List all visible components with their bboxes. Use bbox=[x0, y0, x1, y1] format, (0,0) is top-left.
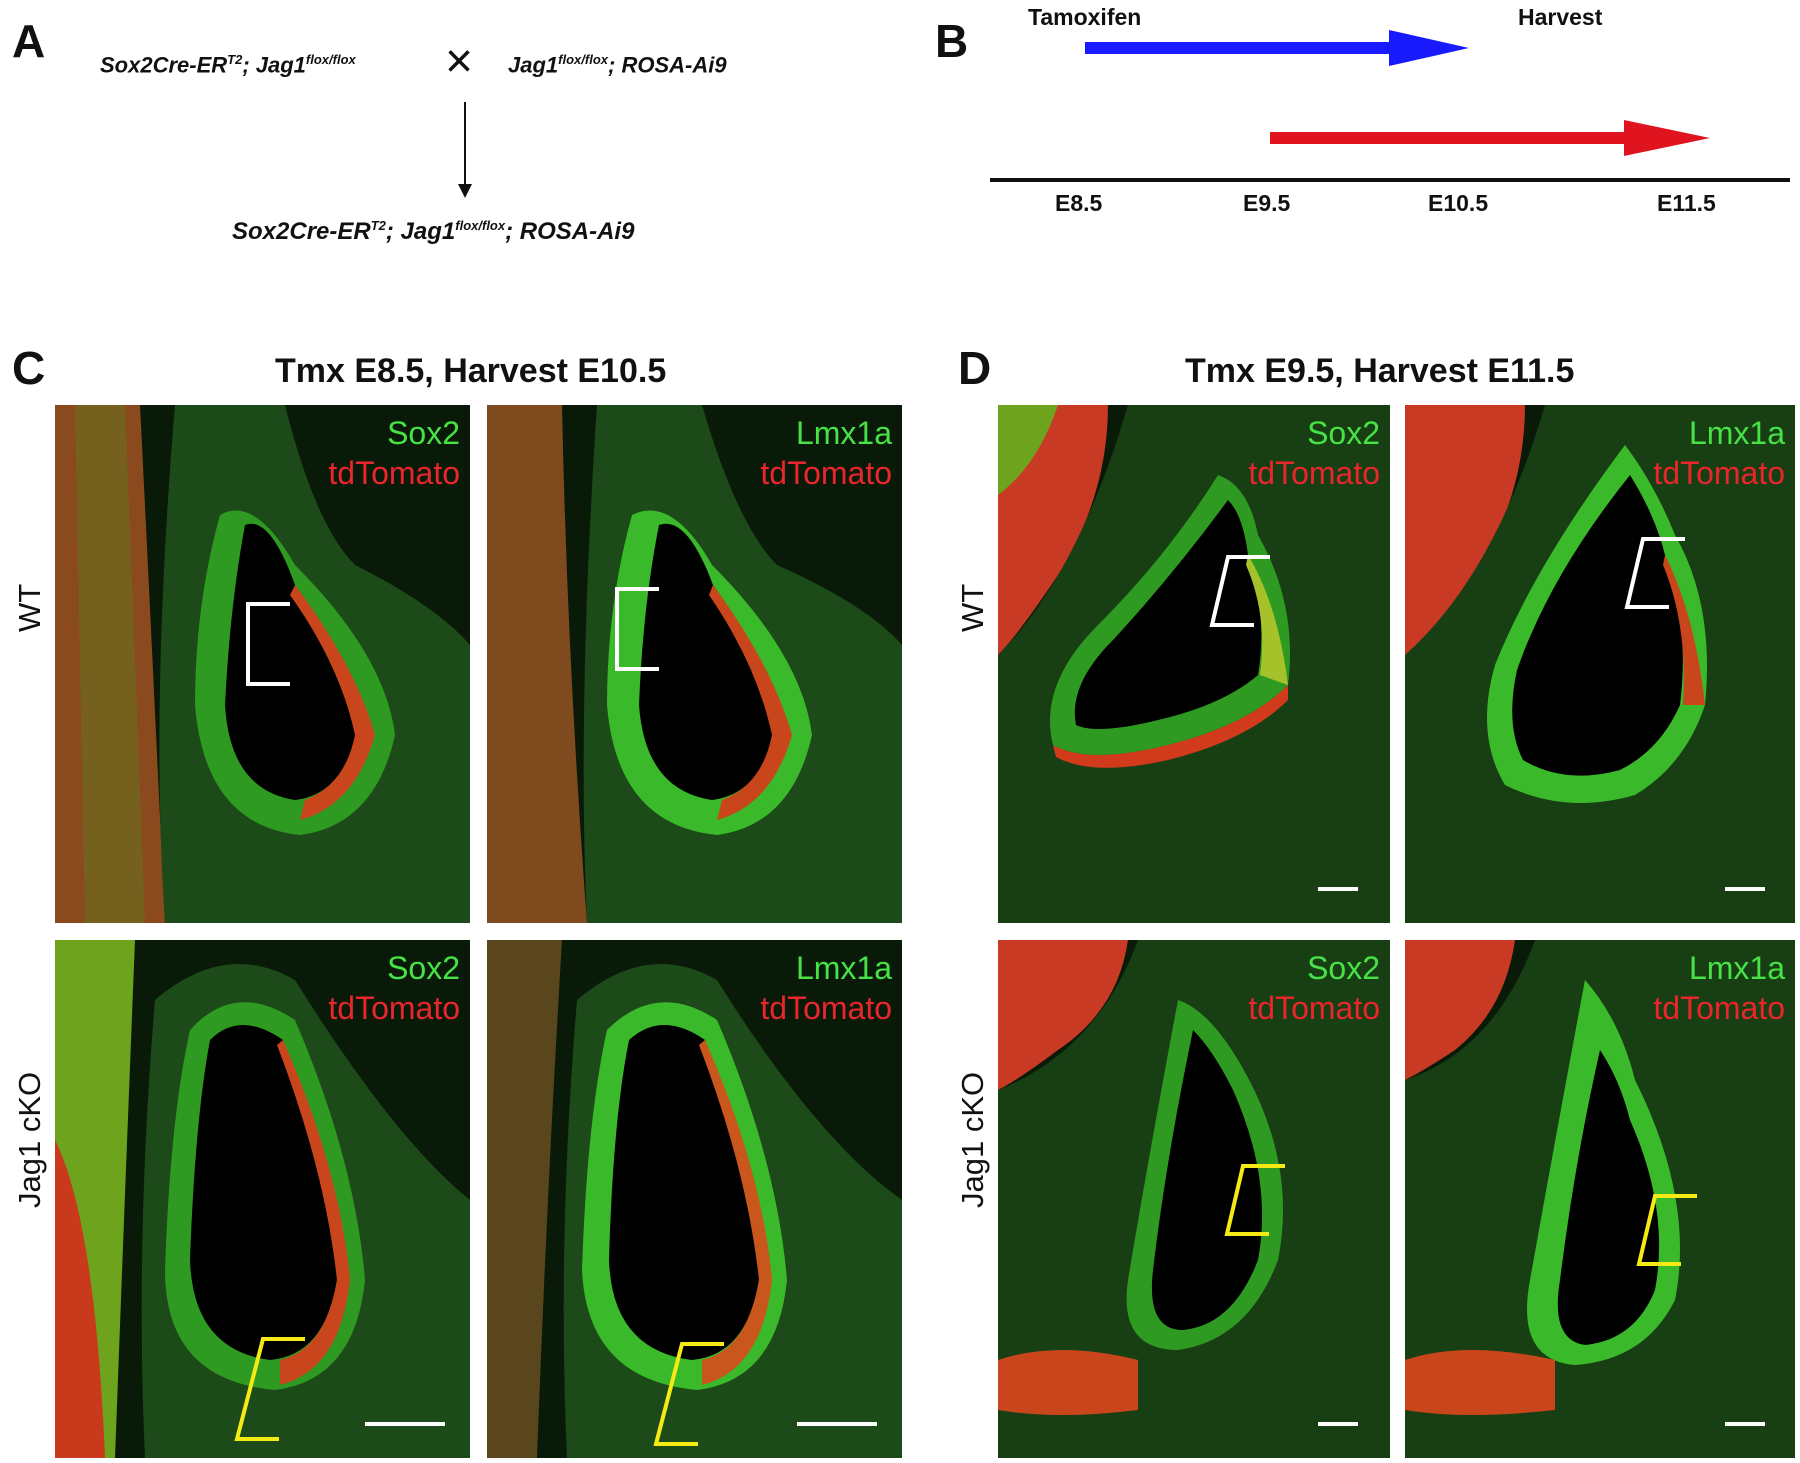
stain-label-d-wt-lmx1a: Lmx1a tdTomato bbox=[1653, 413, 1785, 493]
parent1-genotype: Sox2Cre-ERT2; Jag1flox/flox bbox=[100, 52, 356, 78]
stain-label-c-cko-lmx1a: Lmx1a tdTomato bbox=[760, 948, 892, 1028]
micrograph-d-wt-lmx1a: Lmx1a tdTomato bbox=[1405, 405, 1795, 923]
micrograph-d-wt-sox2: Sox2 tdTomato bbox=[998, 405, 1390, 923]
panel-letter-d: D bbox=[958, 342, 992, 394]
scale-bar-c-cko-lmx1a bbox=[797, 1422, 877, 1426]
bracket-c-wt-lmx1a bbox=[615, 587, 659, 671]
scale-bar-d-wt-sox2 bbox=[1318, 887, 1358, 891]
red-arrow bbox=[1270, 120, 1710, 156]
panel-d-wt-label: WT bbox=[955, 583, 990, 632]
micrograph-c-wt-sox2: Sox2 tdTomato bbox=[55, 405, 470, 923]
bracket-c-wt-sox2 bbox=[246, 602, 290, 686]
stain-red: tdTomato bbox=[1248, 990, 1380, 1026]
scale-bar-d-cko-lmx1a bbox=[1725, 1422, 1765, 1426]
stain-green: Sox2 bbox=[387, 415, 460, 451]
parent2-tail: ; ROSA-Ai9 bbox=[608, 52, 727, 78]
bracket-d-cko-lmx1a bbox=[1636, 1194, 1697, 1266]
panel-letter-a: A bbox=[12, 15, 46, 67]
tamoxifen-label: Tamoxifen bbox=[1028, 4, 1142, 30]
stain-green: Sox2 bbox=[1307, 415, 1380, 451]
bracket-d-wt-lmx1a bbox=[1624, 537, 1685, 609]
parent2-genotype: Jag1flox/flox; ROSA-Ai9 bbox=[508, 52, 727, 78]
offspring-sup1: T2 bbox=[370, 218, 386, 233]
panel-letter-b: B bbox=[935, 15, 969, 67]
scale-bar-d-wt-lmx1a bbox=[1725, 887, 1765, 891]
parent2-gene: Jag1 bbox=[508, 52, 559, 78]
micrograph-c-wt-lmx1a: Lmx1a tdTomato bbox=[487, 405, 902, 923]
scale-bar-d-cko-sox2 bbox=[1318, 1422, 1358, 1426]
micrograph-d-cko-lmx1a: Lmx1a tdTomato bbox=[1405, 940, 1795, 1458]
parent1-gene: Sox2Cre-ER bbox=[100, 52, 228, 78]
stain-red: tdTomato bbox=[328, 455, 460, 491]
panel-letter-c: C bbox=[12, 342, 46, 394]
stain-green: Sox2 bbox=[1307, 950, 1380, 986]
panel-c-cko-label: Jag1 cKO bbox=[12, 1071, 47, 1208]
tick-e9-5: E9.5 bbox=[1243, 190, 1291, 216]
parent2-sup1: flox/flox bbox=[558, 52, 608, 67]
parent1-sup1: T2 bbox=[227, 52, 243, 67]
stain-green: Lmx1a bbox=[1688, 950, 1785, 986]
parent1-mid: ; Jag1 bbox=[242, 52, 306, 78]
stain-red: tdTomato bbox=[1248, 455, 1380, 491]
stain-label-d-cko-sox2: Sox2 tdTomato bbox=[1248, 948, 1380, 1028]
blue-arrow bbox=[1085, 30, 1469, 66]
panel-c-wt-label: WT bbox=[12, 583, 47, 632]
stain-green: Lmx1a bbox=[795, 415, 892, 451]
stain-label-d-cko-lmx1a: Lmx1a tdTomato bbox=[1653, 948, 1785, 1028]
scale-bar-c-cko-sox2 bbox=[365, 1422, 445, 1426]
stain-label-c-cko-sox2: Sox2 tdTomato bbox=[328, 948, 460, 1028]
bracket-c-cko-lmx1a bbox=[653, 1342, 724, 1446]
stain-label-c-wt-sox2: Sox2 tdTomato bbox=[328, 413, 460, 493]
offspring-gene: Sox2Cre-ER bbox=[232, 218, 371, 245]
stain-red: tdTomato bbox=[1653, 990, 1785, 1026]
micrograph-c-cko-sox2: Sox2 tdTomato bbox=[55, 940, 470, 1458]
stain-red: tdTomato bbox=[760, 990, 892, 1026]
stain-green: Sox2 bbox=[387, 950, 460, 986]
bracket-c-cko-sox2 bbox=[234, 1337, 305, 1441]
offspring-sup2: flox/flox bbox=[455, 218, 506, 233]
stain-label-d-wt-sox2: Sox2 tdTomato bbox=[1248, 413, 1380, 493]
stain-red: tdTomato bbox=[760, 455, 892, 491]
stain-label-c-wt-lmx1a: Lmx1a tdTomato bbox=[760, 413, 892, 493]
harvest-label: Harvest bbox=[1518, 4, 1603, 30]
tick-e10-5: E10.5 bbox=[1428, 190, 1489, 216]
panel-d-title: Tmx E9.5, Harvest E11.5 bbox=[1185, 352, 1575, 390]
timeline-axis bbox=[990, 178, 1790, 182]
micrograph-c-cko-lmx1a: Lmx1a tdTomato bbox=[487, 940, 902, 1458]
micrograph-d-cko-sox2: Sox2 tdTomato bbox=[998, 940, 1390, 1458]
stain-green: Lmx1a bbox=[1688, 415, 1785, 451]
cross-symbol: × bbox=[445, 35, 474, 88]
stain-red: tdTomato bbox=[328, 990, 460, 1026]
bracket-d-cko-sox2 bbox=[1224, 1164, 1285, 1236]
bracket-d-wt-sox2 bbox=[1209, 555, 1270, 627]
tick-e11-5: E11.5 bbox=[1657, 190, 1716, 216]
cross-down-arrow bbox=[458, 102, 472, 198]
parent1-sup2: flox/flox bbox=[305, 52, 356, 67]
stain-green: Lmx1a bbox=[795, 950, 892, 986]
panel-d-cko-label: Jag1 cKO bbox=[955, 1071, 990, 1208]
tick-e8-5: E8.5 bbox=[1055, 190, 1103, 216]
offspring-tail: ; ROSA-Ai9 bbox=[505, 218, 635, 245]
stain-red: tdTomato bbox=[1653, 455, 1785, 491]
offspring-genotype: Sox2Cre-ERT2; Jag1flox/flox; ROSA-Ai9 bbox=[232, 218, 634, 246]
panel-c-title: Tmx E8.5, Harvest E10.5 bbox=[275, 352, 667, 390]
offspring-mid: ; Jag1 bbox=[385, 218, 456, 245]
